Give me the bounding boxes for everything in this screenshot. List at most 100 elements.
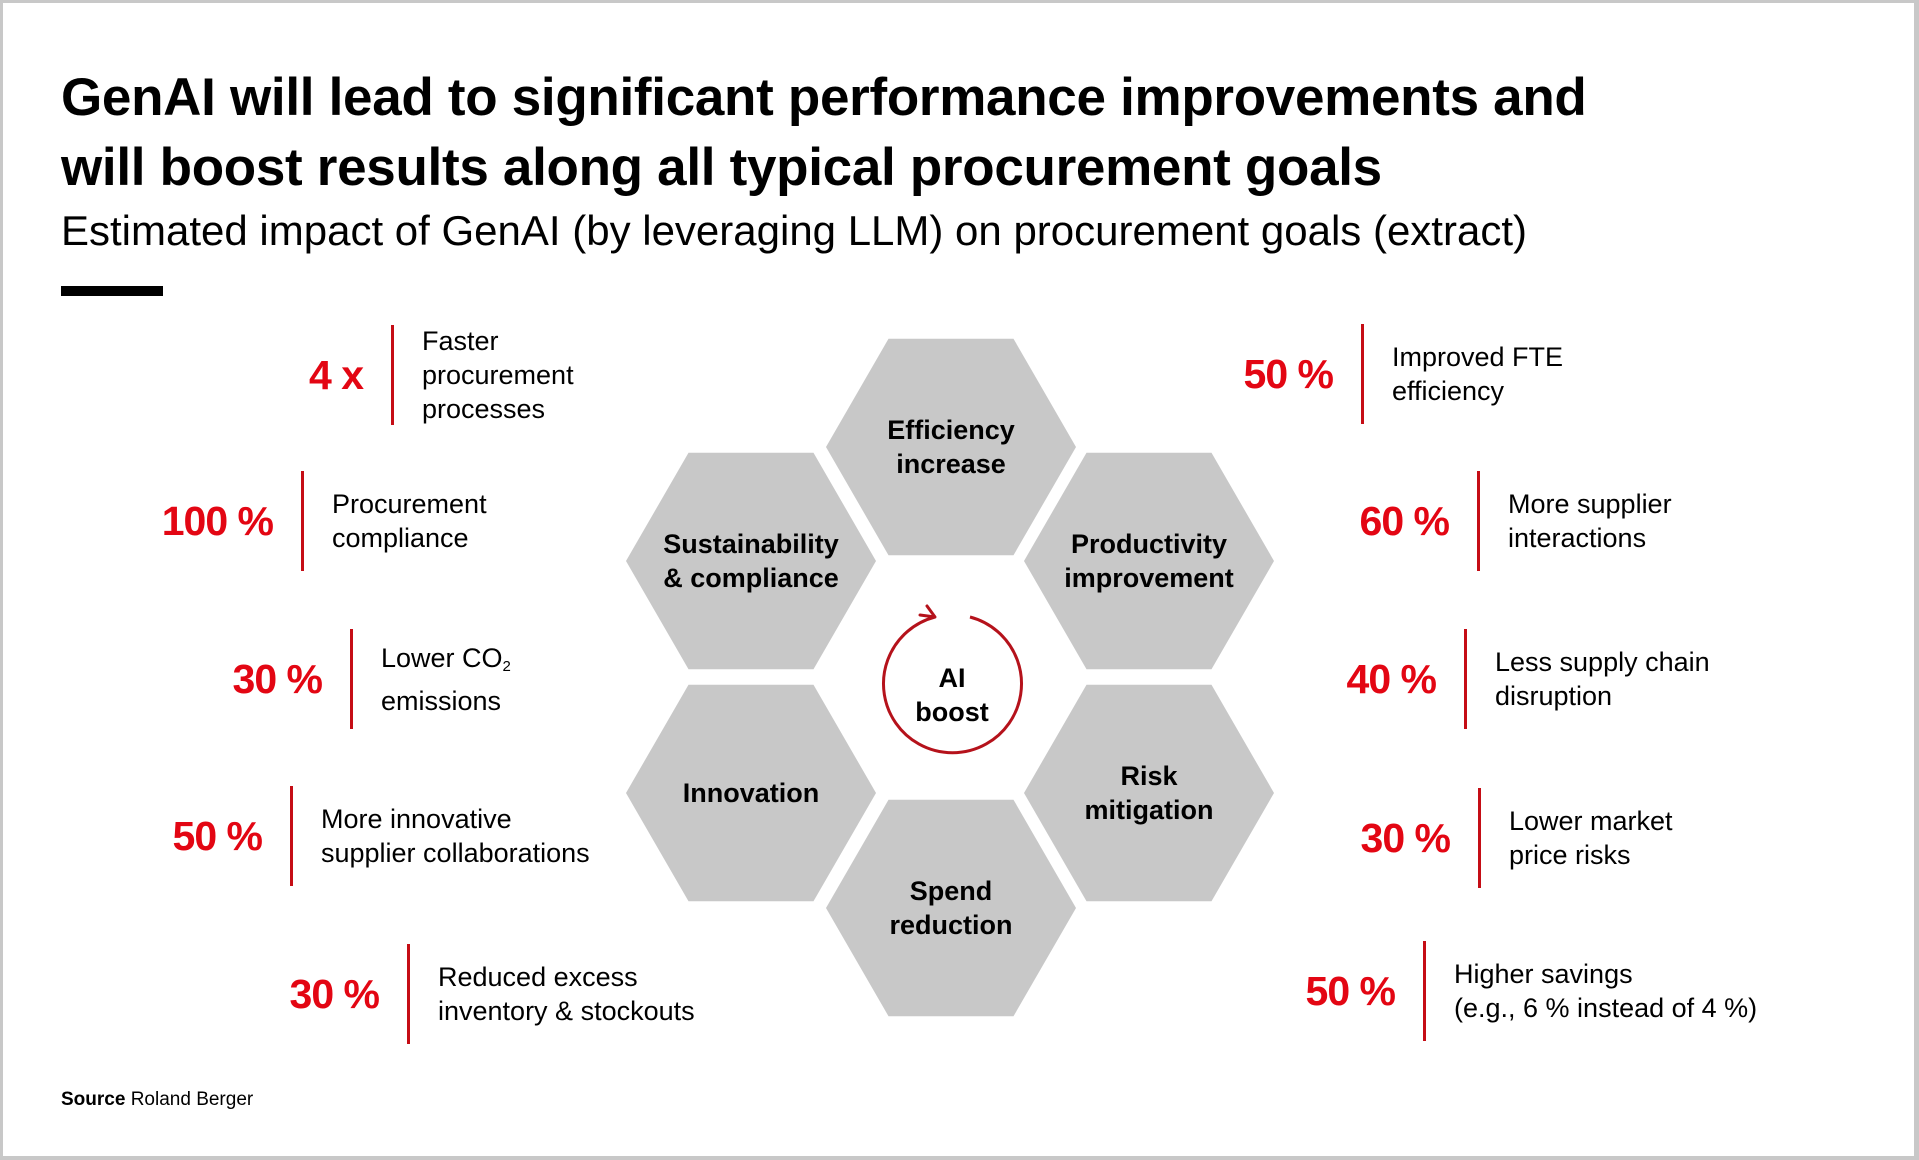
hex-label-line: improvement [1064,563,1234,593]
hex-risk-mitigation: Risk mitigation [1085,759,1214,827]
metric-value: 50 % [172,812,263,859]
page-title: GenAI will lead to significant performan… [61,63,1861,203]
desc-line: price risks [1509,840,1631,870]
desc-line: supplier collaborations [321,838,590,868]
metric-description: Procurement compliance [332,487,487,555]
hex-sustainability-compliance: Sustainability & compliance [663,527,839,595]
hex-efficiency-increase: Efficiency increase [887,413,1015,481]
desc-line: Improved FTE [1392,342,1564,372]
desc-line: emissions [381,685,502,716]
hexagon-efficiency [826,338,1076,556]
hex-label-line: Spend [909,876,993,906]
slide: GenAI will lead to significant performan… [3,3,1914,1156]
metric-divider [290,786,293,886]
metric-divider [1423,941,1426,1041]
metric-value: 4 x [309,351,364,398]
ai-boost-line: boost [915,697,989,727]
desc-line: More innovative [321,804,512,834]
ai-boost-line: AI [938,663,966,693]
source-value: Roland Berger [130,1089,254,1110]
desc-line: Less supply chain [1495,647,1710,677]
hexagon-spend [826,799,1076,1017]
metric-value: 100 % [161,497,274,544]
left-metric-procurement-compliance: 100 % Procurement compliance [113,471,487,571]
desc-line: processes [422,394,546,424]
hex-innovation: Innovation [683,776,820,810]
desc-line: compliance [332,523,469,553]
hexagon-innovation [626,684,876,902]
hexagon-productivity [1024,452,1274,670]
metric-value: 30 % [1360,814,1451,861]
hex-productivity-improvement: Productivity improvement [1064,527,1234,595]
desc-line: procurement [422,360,574,390]
desc-line: Lower CO2 [381,641,511,684]
subscript-2: 2 [502,657,511,675]
desc-line: efficiency [1392,376,1505,406]
hex-label-line: Sustainability [663,529,839,559]
metric-divider [391,325,394,425]
hex-label-line: & compliance [663,563,839,593]
desc-line: Lower market [1509,806,1673,836]
hex-label-line: mitigation [1084,795,1214,825]
hex-label-line: Efficiency [887,415,1015,445]
metric-description: Faster procurement processes [422,324,574,426]
desc-line: Faster [422,326,499,356]
hex-label-line: reduction [889,910,1013,940]
metric-divider [350,629,353,729]
metric-description: More innovative supplier collaborations [321,802,590,870]
right-metric-supply-chain-disruption: 40 % Less supply chain disruption [1276,629,1710,729]
ai-boost-label: AI boost [915,661,989,729]
hex-spend-reduction: Spend reduction [889,874,1012,942]
metric-description: Less supply chain disruption [1495,645,1710,713]
title-line-2: will boost results along all typical pro… [61,138,1382,197]
desc-line: inventory & stockouts [438,996,695,1026]
desc-line: (e.g., 6 % instead of 4 %) [1454,993,1758,1023]
hexagon-sustainability [626,452,876,670]
hex-label-line: Risk [1120,761,1178,791]
metric-value: 30 % [232,655,323,702]
metric-description: More supplier interactions [1508,487,1672,555]
metric-value: 50 % [1305,967,1396,1014]
metric-description: Reduced excess inventory & stockouts [438,960,695,1028]
metric-description: Lower CO2 emissions [381,641,511,718]
metric-value: 60 % [1359,497,1450,544]
title-line-1: GenAI will lead to significant performan… [61,68,1587,127]
circular-arrow-icon [882,604,1023,755]
metric-description: Higher savings (e.g., 6 % instead of 4 %… [1454,957,1757,1025]
page-subtitle: Estimated impact of GenAI (by leveraging… [61,207,1527,254]
right-metric-higher-savings: 50 % Higher savings (e.g., 6 % instead o… [1235,941,1757,1041]
hex-label-line: Innovation [682,778,820,808]
right-metric-supplier-interactions: 60 % More supplier interactions [1289,471,1672,571]
left-metric-lower-co2: 30 % Lower CO2 emissions [162,629,511,729]
metric-description: Lower market price risks [1509,804,1673,872]
desc-line: Higher savings [1454,959,1633,989]
metric-value: 40 % [1346,655,1437,702]
hexagon-diagram [626,338,1274,1017]
desc-line: disruption [1495,681,1613,711]
desc-text: Lower CO [381,642,503,673]
source-label: Source [61,1089,126,1110]
right-metric-fte-efficiency: 50 % Improved FTE efficiency [1173,324,1563,424]
metric-divider [301,471,304,571]
metric-divider [1477,471,1480,571]
metric-value: 30 % [289,970,380,1017]
metric-divider [1478,788,1481,888]
metric-divider [407,944,410,1044]
source-note: Source Roland Berger [61,1089,253,1111]
left-metric-faster-processes: 4 x Faster procurement processes [203,324,574,426]
title-underline [61,286,163,296]
metric-value: 50 % [1243,350,1334,397]
desc-line: Procurement [332,489,487,519]
hexagon-risk [1024,684,1274,902]
metric-divider [1361,324,1364,424]
metric-description: Improved FTE efficiency [1392,340,1563,408]
metric-divider [1464,629,1467,729]
hex-label-line: increase [896,449,1006,479]
desc-line: interactions [1508,523,1647,553]
left-metric-reduced-inventory: 30 % Reduced excess inventory & stockout… [219,944,695,1044]
hex-label-line: Productivity [1070,529,1228,559]
desc-line: Reduced excess [438,962,638,992]
right-metric-market-price-risks: 30 % Lower market price risks [1290,788,1673,888]
desc-line: More supplier [1508,489,1672,519]
left-metric-innovative-collaborations: 50 % More innovative supplier collaborat… [102,786,590,886]
